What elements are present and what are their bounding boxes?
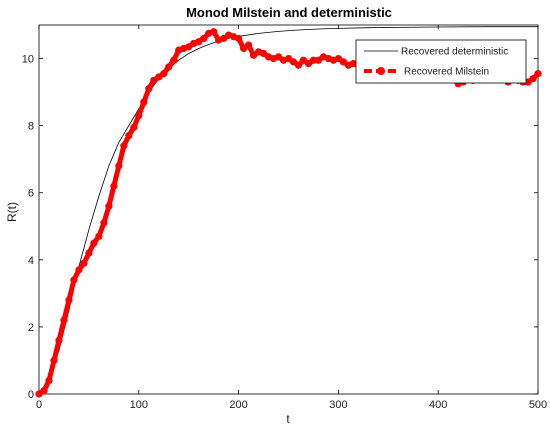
series-point-milstein xyxy=(105,202,113,210)
x-tick-label: 100 xyxy=(130,399,148,411)
series-point-milstein xyxy=(294,61,303,69)
y-tick-label: 4 xyxy=(28,255,34,267)
series-point-milstein xyxy=(145,85,153,93)
y-tick-label: 10 xyxy=(22,54,34,66)
series-point-milstein xyxy=(95,232,103,240)
series-point-milstein xyxy=(70,276,78,284)
x-tick-label: 0 xyxy=(36,399,42,411)
y-tick-label: 6 xyxy=(28,188,34,200)
series-point-milstein xyxy=(309,56,318,64)
y-tick-label: 8 xyxy=(28,121,34,133)
series-point-milstein xyxy=(90,239,98,247)
x-tick-label: 200 xyxy=(229,399,247,411)
series-point-milstein xyxy=(200,34,208,43)
series-point-milstein xyxy=(75,266,83,274)
series-point-milstein xyxy=(235,34,243,43)
series-point-milstein xyxy=(160,70,168,78)
x-tick-label: 300 xyxy=(329,399,347,411)
y-axis-label: R(t) xyxy=(5,202,19,222)
legend-label-milstein: Recovered Milstein xyxy=(404,67,489,78)
series-line-milstein xyxy=(36,29,541,397)
series-point-milstein xyxy=(140,98,148,106)
series-point-milstein xyxy=(135,111,143,120)
series-point-milstein xyxy=(50,356,58,365)
legend-box xyxy=(355,39,527,84)
series-point-milstein xyxy=(244,41,253,49)
series-line-deterministic xyxy=(38,26,538,395)
y-tick-label: 2 xyxy=(28,322,34,334)
series-point-milstein xyxy=(115,162,123,170)
legend-marker-milstein xyxy=(377,67,385,75)
series-point-milstein xyxy=(60,316,68,324)
x-tick-label: 500 xyxy=(529,399,547,411)
series-point-milstein xyxy=(100,219,108,227)
x-axis-label: t xyxy=(286,412,290,426)
series-point-milstein xyxy=(55,336,63,344)
series-point-milstein xyxy=(165,63,173,71)
series-point-milstein xyxy=(120,142,128,150)
series-point-milstein xyxy=(210,28,218,36)
series-point-milstein xyxy=(534,70,542,78)
series-point-milstein xyxy=(85,249,93,257)
series-point-milstein xyxy=(130,123,138,131)
y-tick-label: 0 xyxy=(28,389,34,401)
series-point-milstein xyxy=(529,75,537,83)
plot-frame xyxy=(38,24,539,395)
series-point-milstein xyxy=(80,259,88,267)
series-point-milstein xyxy=(45,376,53,385)
series-point-milstein xyxy=(65,296,73,304)
y-axis-ticks: 0 2 4 6 8 10 xyxy=(22,54,538,401)
series-point-milstein xyxy=(40,387,48,395)
legend: Recovered deterministic Recovered Milste… xyxy=(355,39,527,84)
series-point-milstein xyxy=(110,182,118,190)
legend-label-deterministic: Recovered deterministic xyxy=(401,47,508,58)
chart-title: Monod Milstein and deterministic xyxy=(186,5,392,20)
x-tick-label: 400 xyxy=(429,399,447,411)
x-axis-ticks: 0 100 200 300 400 500 xyxy=(36,25,547,411)
series-point-milstein xyxy=(125,132,133,140)
series-point-milstein xyxy=(170,56,178,64)
